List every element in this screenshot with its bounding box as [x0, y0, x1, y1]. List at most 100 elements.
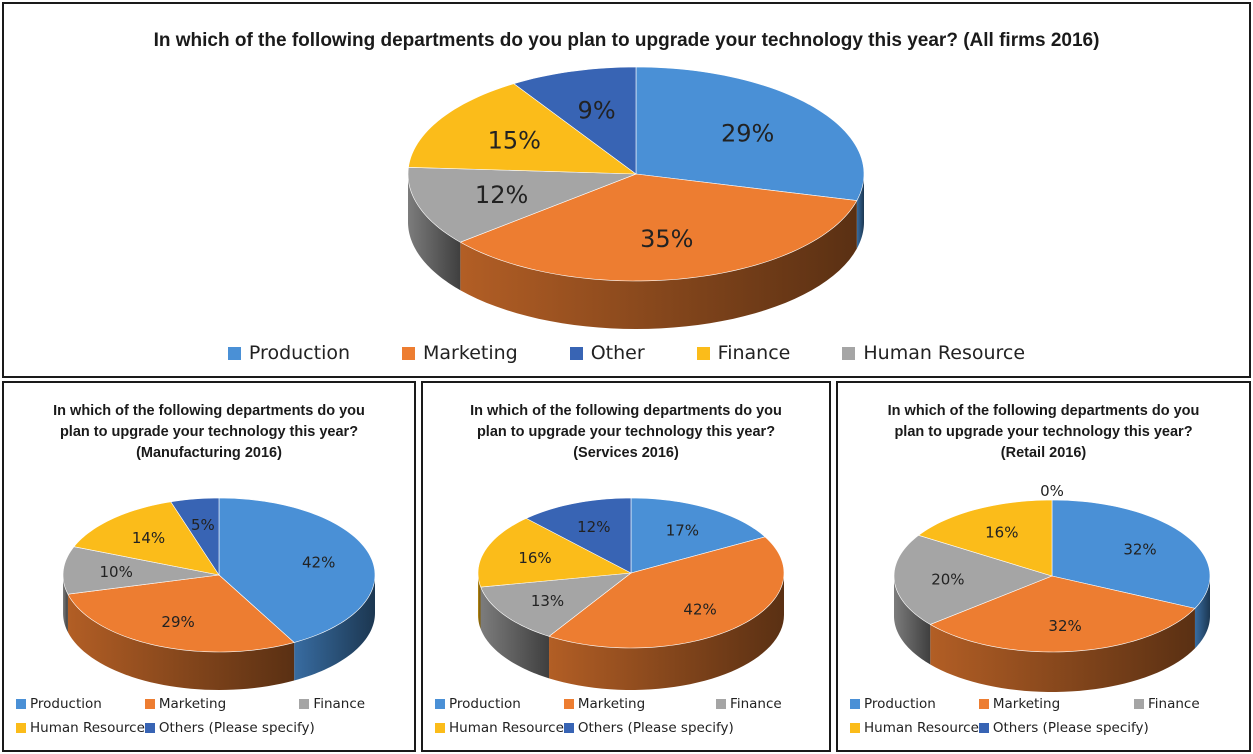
- legend-label: Marketing: [577, 696, 646, 712]
- legend-label: Production: [248, 342, 351, 364]
- pie-top: [477, 497, 785, 649]
- legend-item-other: Other: [569, 342, 645, 364]
- pie-slice-side: [894, 576, 931, 665]
- data-labels: 32% 32% 20% 16% 0%: [931, 482, 1156, 635]
- legend-swatch: [144, 699, 155, 709]
- legend-item-human-resource: Human Resource: [16, 720, 145, 736]
- pie-slice: [513, 66, 637, 175]
- pie-slice: [525, 497, 632, 574]
- legend-item-finance: Finance: [299, 696, 406, 712]
- pie-slice: [929, 575, 1196, 653]
- data-label: 14%: [132, 529, 165, 547]
- chart-legend: Production Marketing Finance Human Resou…: [850, 696, 1241, 736]
- legend-label: Production: [30, 696, 102, 712]
- pie-slice-side: [1194, 576, 1210, 649]
- data-label: 5%: [191, 516, 215, 534]
- legend-item-human-resource: Human Resource: [842, 342, 1025, 364]
- chart-panel-services: In which of the following departments do…: [421, 381, 831, 752]
- legend-swatch: [227, 346, 241, 360]
- pie-chart-manufacturing: 42% 29% 10% 14% 5%: [62, 497, 376, 690]
- legend-item-production: Production: [227, 342, 351, 364]
- pie-slice-side: [294, 575, 375, 681]
- legend-swatch: [978, 699, 989, 709]
- pie-slice-side: [549, 573, 784, 690]
- legend-label: Human Resource: [449, 720, 564, 736]
- data-labels: 42% 29% 10% 14% 5%: [100, 516, 336, 631]
- legend-swatch: [563, 699, 574, 709]
- legend-item-others: Others (Please specify): [144, 720, 406, 736]
- data-label: 20%: [931, 570, 964, 588]
- pie-slice: [170, 497, 220, 577]
- legend-item-marketing: Marketing: [144, 696, 300, 712]
- data-label: 0%: [1040, 482, 1064, 500]
- pie-slice: [67, 574, 295, 653]
- pie-slice: [630, 497, 766, 574]
- data-label: 9%: [578, 97, 616, 125]
- legend-swatch: [299, 699, 310, 709]
- legend-swatch: [402, 346, 416, 360]
- legend-label: Marketing: [158, 696, 227, 712]
- pie-slice-side: [67, 594, 295, 690]
- pie-slice: [635, 66, 865, 201]
- legend-label: Marketing: [992, 696, 1061, 712]
- legend-item-finance: Finance: [696, 342, 790, 364]
- data-label: 17%: [666, 522, 699, 540]
- data-label: 13%: [531, 592, 564, 610]
- chart-legend: Production Marketing Finance Human Resou…: [435, 696, 821, 736]
- pie-slice-side: [930, 608, 1195, 692]
- legend-item-finance: Finance: [1134, 696, 1241, 712]
- legend-swatch: [435, 723, 445, 733]
- data-label: 32%: [1123, 540, 1156, 558]
- legend-item-marketing: Marketing: [978, 696, 1134, 712]
- chart-title: In which of the following departments do…: [153, 30, 1100, 51]
- pie-slice-side: [408, 174, 461, 291]
- pie-chart-services: 17% 42% 13% 16% 12%: [477, 497, 785, 690]
- pie-slice: [62, 546, 220, 595]
- legend-label: Others (Please specify): [577, 720, 734, 736]
- data-label: 42%: [302, 554, 335, 572]
- pie-slice-side: [478, 573, 481, 630]
- chart-panel-manufacturing: In which of the following departments do…: [2, 381, 416, 752]
- legend-swatch: [842, 346, 856, 360]
- legend-item-others: Others (Please specify): [563, 720, 821, 736]
- chart-panel-all-firms: In which of the following departments do…: [2, 2, 1251, 378]
- pie-slice: [917, 499, 1053, 577]
- pie-slice: [548, 536, 785, 649]
- pie-top: [62, 497, 376, 653]
- legend-label: Finance: [730, 696, 782, 712]
- chart-title: In which of the following departments do…: [887, 403, 1200, 461]
- legend-label: Others (Please specify): [158, 720, 315, 736]
- pie-top: [893, 499, 1211, 653]
- pie-slice-side: [856, 174, 864, 249]
- data-label: 35%: [640, 225, 693, 253]
- pie-slice-side: [460, 200, 857, 329]
- legend-label: Finance: [1148, 696, 1200, 712]
- legend-label: Finance: [313, 696, 366, 712]
- chart-legend: Production Marketing Other Finance Human…: [4, 342, 1249, 364]
- legend-swatch: [569, 346, 583, 360]
- legend-item-production: Production: [16, 696, 145, 712]
- legend-swatch: [850, 699, 860, 709]
- data-label: 29%: [721, 120, 774, 148]
- pie-slice: [459, 173, 858, 282]
- legend-item-production: Production: [850, 696, 979, 712]
- legend-swatch: [696, 346, 710, 360]
- data-label: 10%: [100, 563, 133, 581]
- legend-item-marketing: Marketing: [402, 342, 518, 364]
- legend-swatch: [563, 723, 574, 733]
- legend-item-human-resource: Human Resource: [435, 720, 564, 736]
- legend-item-production: Production: [435, 696, 564, 712]
- legend-item-human-resource: Human Resource: [850, 720, 979, 736]
- data-labels: 29% 35% 12% 15% 9%: [475, 97, 774, 253]
- pie-chart-all-firms: 29% 35% 12% 15% 9%: [407, 66, 865, 329]
- legend-item-finance: Finance: [716, 696, 821, 712]
- pie-slice: [477, 517, 633, 588]
- legend-label: Other: [590, 342, 645, 364]
- data-label: 29%: [161, 613, 194, 631]
- legend-swatch: [716, 699, 727, 709]
- legend-label: Human Resource: [863, 342, 1026, 364]
- pie-side-walls: [894, 576, 1210, 692]
- legend-swatch: [16, 723, 26, 733]
- legend-label: Human Resource: [30, 720, 145, 736]
- pie-side-walls: [478, 573, 784, 690]
